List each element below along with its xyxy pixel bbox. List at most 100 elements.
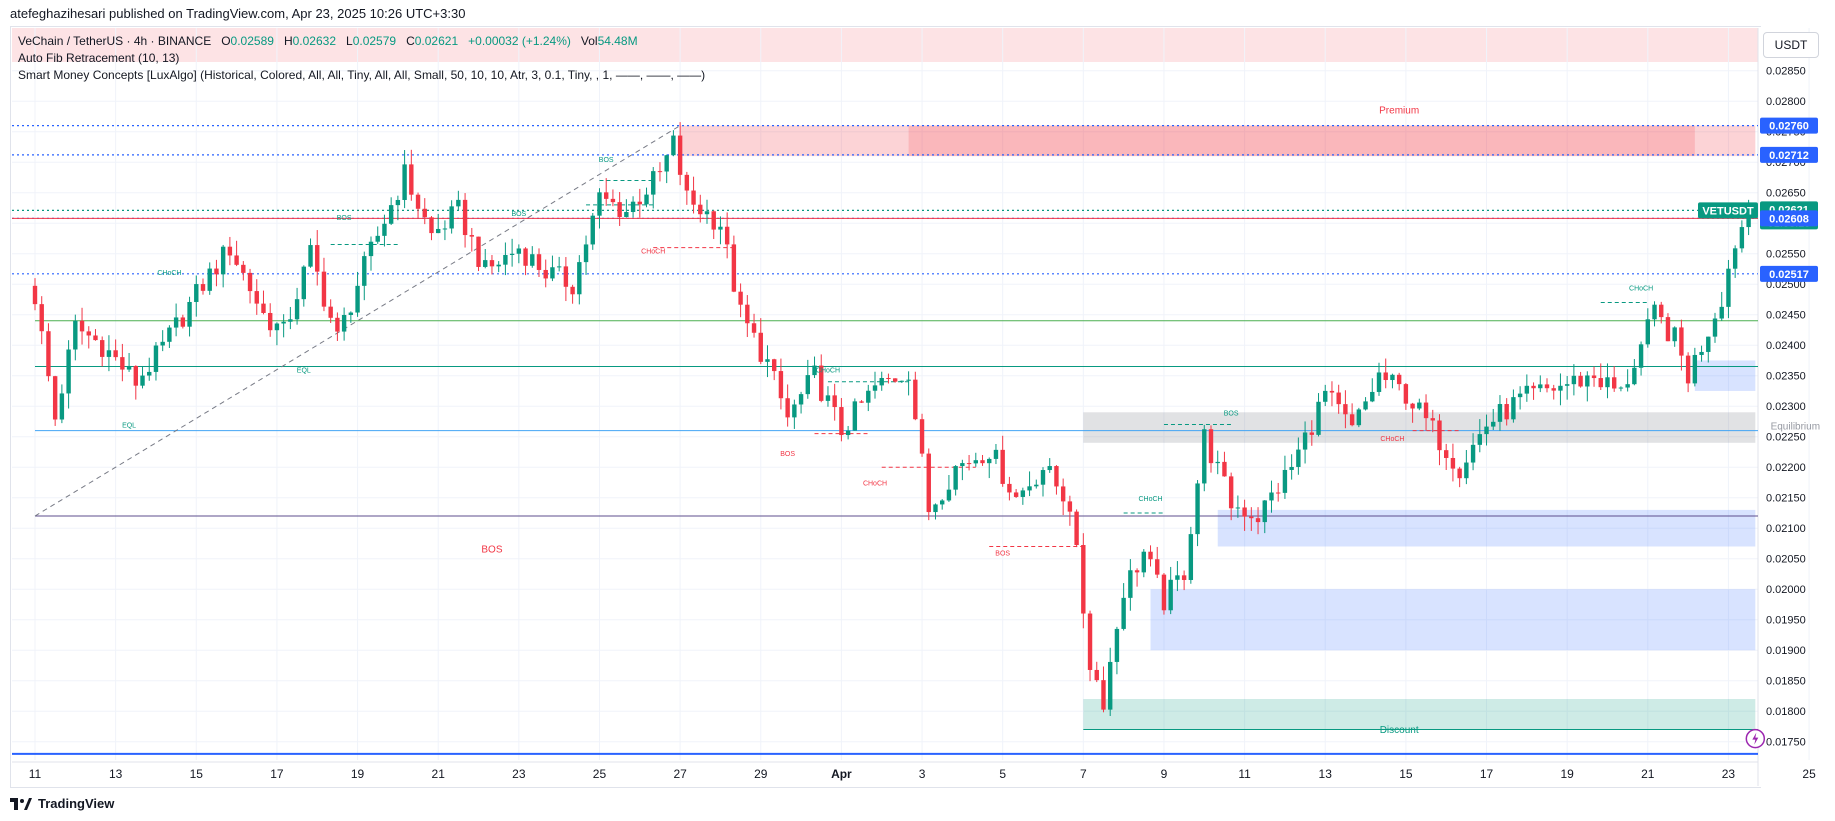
candle-body <box>1719 306 1724 319</box>
candle-body <box>1390 374 1395 381</box>
candle-body <box>1571 375 1577 385</box>
candle-body <box>940 500 945 505</box>
candle-body <box>160 341 165 346</box>
y-tick-label: 0.02550 <box>1766 249 1806 261</box>
premium-label: Premium <box>1379 105 1419 116</box>
legend-indicator-smc[interactable]: Smart Money Concepts [LuxAlgo] (Historic… <box>18 68 706 82</box>
legend-symbol[interactable]: VeChain / TetherUS · 4h · BINANCE <box>18 34 212 48</box>
candle-body <box>1228 476 1234 509</box>
candle-body <box>1517 393 1523 398</box>
chart-pane[interactable] <box>10 26 1761 788</box>
candle-body <box>624 212 629 217</box>
x-tick-label: 25 <box>1802 767 1816 781</box>
equilibrium-label: Equilibrium <box>1771 421 1820 432</box>
candle-body <box>993 449 999 459</box>
candle-body <box>751 323 757 333</box>
candle-body <box>644 194 649 205</box>
lightning-icon-glyph <box>1752 732 1759 745</box>
candle-body <box>1531 385 1536 389</box>
candle-body <box>1349 414 1355 426</box>
candle-body <box>449 206 454 229</box>
candle-body <box>126 365 132 370</box>
candle-body <box>1108 661 1113 710</box>
candle-body <box>1578 375 1583 387</box>
price-tag-02517 <box>1760 265 1818 282</box>
candle-body <box>200 284 206 291</box>
candle-body <box>738 291 743 305</box>
symbol-tag[interactable] <box>1698 202 1758 219</box>
x-tick-label: Apr <box>831 767 852 781</box>
y-tick-label: 0.02300 <box>1766 401 1806 413</box>
candle-body <box>785 398 790 418</box>
candle-body <box>1732 248 1738 269</box>
price-tag-02712 <box>1760 146 1818 163</box>
candle-body <box>610 198 616 203</box>
candle-body <box>180 317 186 327</box>
candle-body <box>879 377 884 386</box>
legend-indicator-fib[interactable]: Auto Fib Retracement (10, 13) <box>18 51 180 65</box>
candle-body <box>1047 466 1052 471</box>
candle-body <box>1074 511 1079 546</box>
candle-body <box>1034 484 1039 487</box>
candle-body <box>745 304 750 324</box>
candle-body <box>1114 628 1120 662</box>
candle-body <box>1692 354 1698 384</box>
y-tick-label: 0.02500 <box>1766 279 1806 291</box>
candle-body <box>933 504 938 513</box>
price-tag-02517-text: 0.02517 <box>1769 269 1809 281</box>
x-tick-label: 21 <box>432 767 446 781</box>
candle-body <box>1296 449 1301 467</box>
candle-body <box>691 190 696 205</box>
candle-body <box>570 286 575 295</box>
zone-discount <box>1083 699 1756 730</box>
candle-body <box>1645 319 1650 345</box>
candle-body <box>1094 669 1099 681</box>
candle-body <box>536 254 542 270</box>
candle-body <box>140 375 145 386</box>
candle-body <box>1558 385 1563 391</box>
candle-body <box>987 458 992 464</box>
x-tick-label: 15 <box>190 767 204 781</box>
candle-body <box>39 304 44 332</box>
candle-body <box>1188 534 1194 580</box>
candle-body <box>429 217 434 234</box>
structure-label: BOS <box>511 211 526 218</box>
candle-body <box>483 260 488 267</box>
x-tick-label: 13 <box>109 767 123 781</box>
candle-body <box>462 199 468 236</box>
price-tag-02608-text: 0.02608 <box>1769 213 1809 225</box>
candle-body <box>953 466 958 490</box>
structure-label: BOS <box>481 545 502 556</box>
candle-body <box>1551 388 1556 391</box>
candle-body <box>509 253 515 255</box>
candle-body <box>711 211 716 230</box>
structure-label: EQL <box>297 368 311 375</box>
candle-body <box>637 201 642 205</box>
candle-body <box>839 407 844 436</box>
candle-body <box>1222 461 1227 477</box>
candle-body <box>698 204 703 215</box>
x-tick-label: 9 <box>1161 767 1168 781</box>
candle-body <box>1726 268 1731 307</box>
candle-body <box>503 254 508 265</box>
candle-body <box>409 164 414 195</box>
tradingview-brand: TradingView <box>38 796 115 811</box>
candle-body <box>1316 401 1321 435</box>
legend-high: H0.02632 <box>283 34 336 48</box>
currency-selector[interactable]: USDT <box>1763 32 1819 58</box>
candle-body <box>832 395 837 408</box>
tradingview-logo[interactable]: TradingView <box>10 796 114 811</box>
candle-body <box>1383 372 1388 381</box>
candle-body <box>321 271 327 307</box>
legend-volume: Vol54.48M <box>580 34 638 48</box>
y-tick-label: 0.02850 <box>1766 66 1806 78</box>
candle-body <box>348 312 354 315</box>
candle-body <box>1027 486 1032 491</box>
candle-body <box>604 192 609 199</box>
candle-body <box>1511 397 1516 420</box>
candle-body <box>194 284 199 302</box>
structure-label: CHoCH <box>816 368 840 375</box>
candle-body <box>1128 570 1133 598</box>
candle-body <box>772 359 777 372</box>
